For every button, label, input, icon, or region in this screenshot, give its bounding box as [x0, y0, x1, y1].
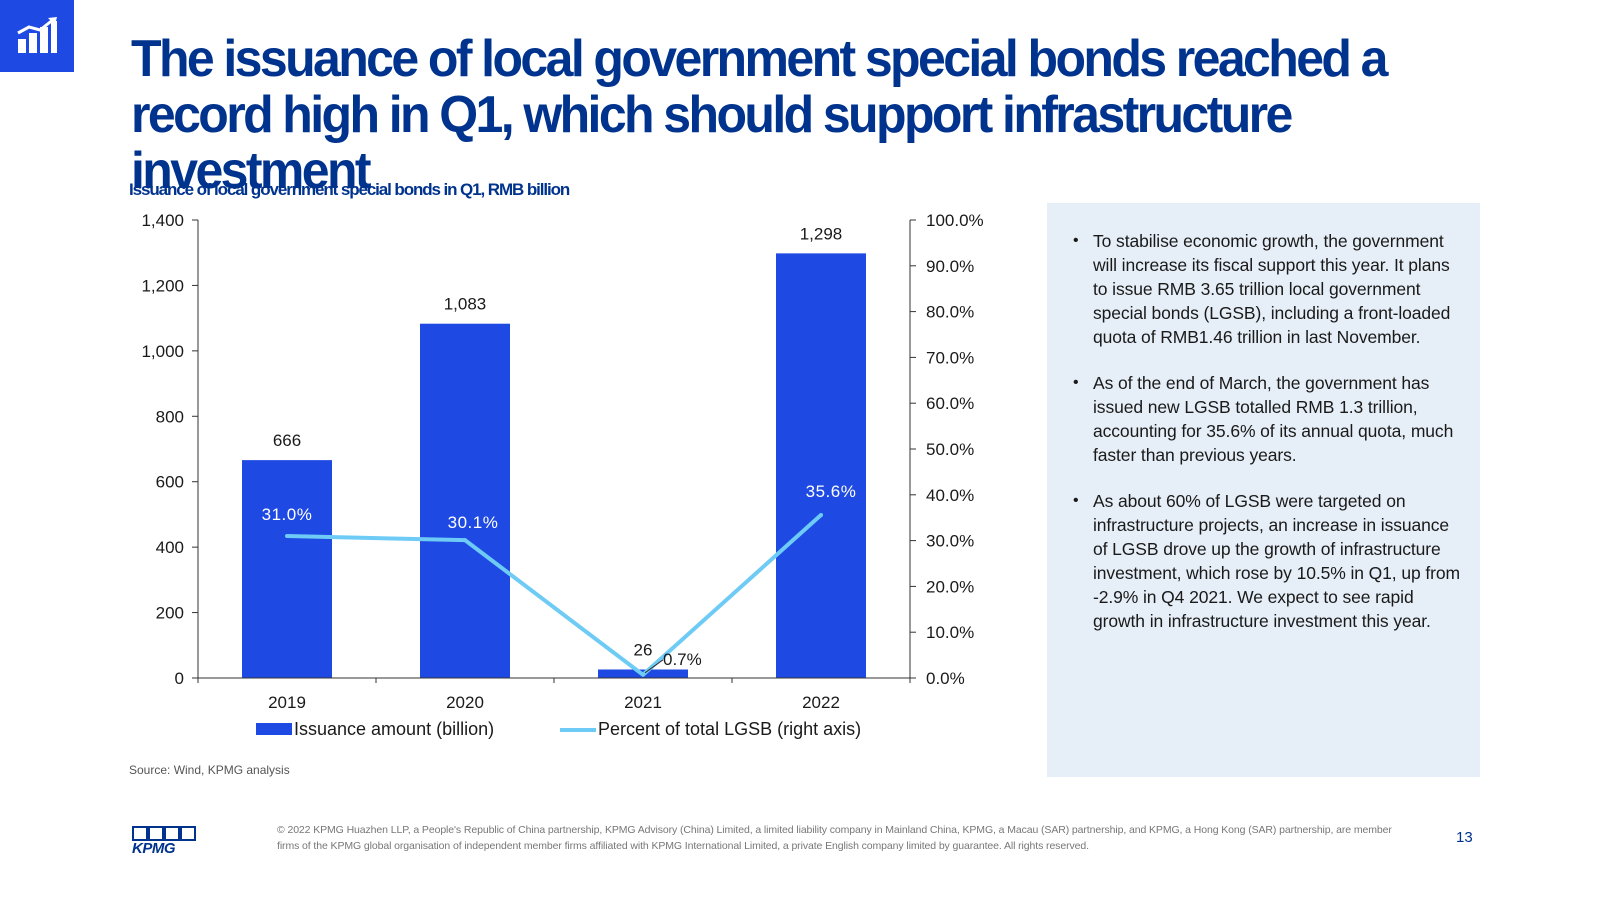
- y-right-tick-label: 50.0%: [926, 440, 974, 459]
- bar-value-label: 1,298: [800, 224, 843, 243]
- line-point: [819, 512, 823, 517]
- x-tick-label: 2021: [624, 693, 662, 712]
- y-left-tick-label: 1,400: [141, 211, 184, 230]
- line-point: [641, 672, 645, 677]
- line-value-label: 30.1%: [448, 513, 499, 532]
- y-right-tick-label: 70.0%: [926, 348, 974, 367]
- line-point: [463, 538, 467, 543]
- line-value-label: 0.7%: [663, 650, 702, 669]
- chart: 0 200 400 600 800 1,000 1,200 1,400 0.0% 10.0% 20.…: [141, 211, 984, 739]
- y-left-tick-label: 1,000: [141, 342, 184, 361]
- page-title: The issuance of local government special…: [131, 28, 1388, 200]
- legend-bar-swatch: [256, 723, 292, 735]
- y-left-tick-label: 0: [175, 669, 184, 688]
- kpmg-logo-icon: KPMG: [132, 826, 196, 857]
- line-value-label: 35.6%: [806, 482, 857, 501]
- y-right-tick-label: 0.0%: [926, 669, 965, 688]
- line-series: [286, 513, 823, 677]
- kpmg-logo-text: KPMG: [132, 840, 176, 854]
- bullet-item: As of the end of March, the government h…: [1073, 371, 1466, 467]
- y-right-tick-label: 90.0%: [926, 257, 974, 276]
- bar-chart-growth-icon: [17, 17, 57, 53]
- bar-value-label: 26: [634, 640, 653, 659]
- copyright-footer: © 2022 KPMG Huazhen LLP, a People's Repu…: [277, 824, 1392, 852]
- y-left-tick-label: 800: [156, 407, 184, 426]
- y-left-tick-label: 1,200: [141, 276, 184, 295]
- page-number: 13: [1456, 829, 1473, 846]
- y-left-tick-label: 600: [156, 473, 184, 492]
- x-tick-label: 2022: [802, 693, 840, 712]
- bar-value-label: 666: [273, 431, 301, 450]
- x-tick-label: 2019: [268, 693, 306, 712]
- y-right-tick-label: 80.0%: [926, 303, 974, 322]
- source-note: Source: Wind, KPMG analysis: [129, 763, 290, 777]
- bar-value-label: 1,083: [444, 295, 487, 314]
- y-right-tick-label: 10.0%: [926, 623, 974, 642]
- bar: [242, 460, 332, 678]
- bullet-item: To stabilise economic growth, the govern…: [1073, 229, 1466, 349]
- y-right-tick-label: 100.0%: [926, 211, 984, 230]
- bar: [776, 253, 866, 678]
- legend-bar-label: Issuance amount (billion): [294, 719, 494, 739]
- line-point: [285, 534, 289, 539]
- x-tick-label: 2020: [446, 693, 484, 712]
- y-right-tick-label: 40.0%: [926, 486, 974, 505]
- chart-title: Issuance of local government special bon…: [129, 180, 570, 199]
- y-right-tick-label: 30.0%: [926, 532, 974, 551]
- legend-line-label: Percent of total LGSB (right axis): [598, 719, 861, 739]
- bullet-list: To stabilise economic growth, the govern…: [1047, 203, 1480, 633]
- bar: [420, 323, 510, 678]
- y-right-tick-label: 60.0%: [926, 394, 974, 413]
- bullet-item: As about 60% of LGSB were targeted on in…: [1073, 489, 1466, 633]
- y-left-tick-label: 200: [156, 604, 184, 623]
- line-value-label: 31.0%: [262, 505, 313, 524]
- commentary-panel: To stabilise economic growth, the govern…: [1047, 203, 1480, 777]
- kpmg-logo: KPMG: [132, 826, 198, 859]
- corner-chart-icon: [0, 0, 74, 72]
- y-left-tick-label: 400: [156, 538, 184, 557]
- data-label-leader: [644, 659, 664, 674]
- y-right-tick-label: 20.0%: [926, 577, 974, 596]
